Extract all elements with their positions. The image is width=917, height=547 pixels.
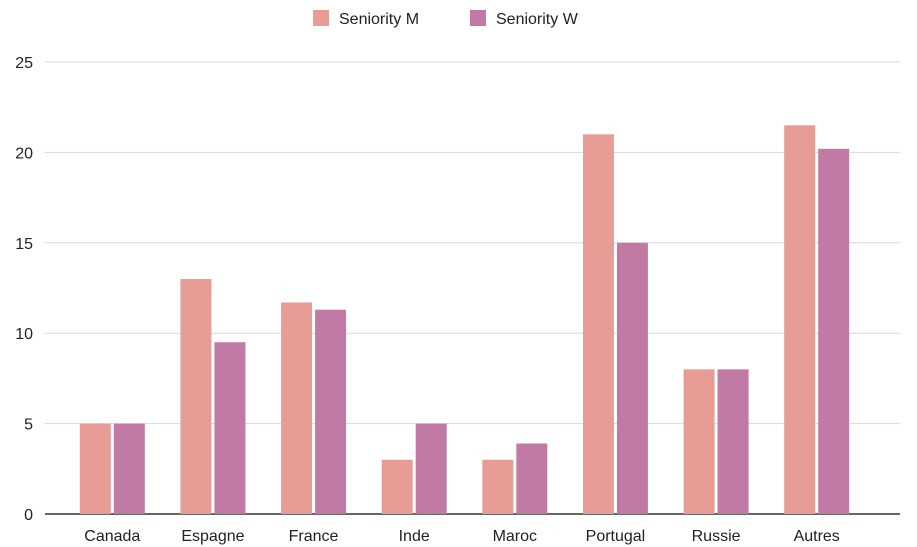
bar-seniority-w-russie — [717, 369, 749, 514]
bar-seniority-m-portugal — [582, 134, 614, 514]
gridlines — [45, 61, 900, 515]
y-tick-label-20: 20 — [15, 145, 33, 162]
bar-seniority-w-canada — [113, 423, 145, 514]
bar-seniority-m-inde — [381, 459, 413, 514]
x-tick-label-inde: Inde — [399, 528, 430, 545]
legend: Seniority M Seniority W — [313, 10, 579, 28]
x-axis: Canada Espagne France Inde Maroc Portugal Russ… — [84, 528, 840, 545]
x-tick-label-canada: Canada — [84, 528, 140, 545]
y-tick-label-15: 15 — [15, 236, 33, 253]
x-tick-label-maroc: Maroc — [493, 528, 537, 545]
x-tick-label-france: France — [289, 528, 339, 545]
bar-seniority-m-espagne — [180, 278, 212, 514]
bar-seniority-m-russie — [683, 369, 715, 514]
bar-seniority-w-france — [315, 309, 347, 514]
x-tick-label-autres: Autres — [794, 528, 840, 545]
y-tick-label-5: 5 — [24, 417, 33, 434]
bars — [79, 125, 850, 515]
x-tick-label-portugal: Portugal — [586, 528, 646, 545]
bar-seniority-w-espagne — [214, 342, 246, 514]
y-tick-label-10: 10 — [15, 326, 33, 343]
bar-seniority-m-france — [281, 302, 313, 514]
bar-seniority-w-inde — [415, 423, 447, 514]
y-tick-label-25: 25 — [15, 55, 33, 72]
bar-seniority-m-autres — [784, 125, 816, 514]
bar-seniority-w-autres — [818, 148, 850, 514]
legend-swatch-seniority-w — [470, 10, 486, 26]
legend-swatch-seniority-m — [313, 10, 329, 26]
x-tick-label-russie: Russie — [692, 528, 741, 545]
legend-label-seniority-m: Seniority M — [339, 11, 419, 28]
bar-seniority-w-maroc — [516, 443, 548, 514]
y-tick-label-0: 0 — [24, 507, 33, 524]
legend-label-seniority-w: Seniority W — [496, 11, 579, 28]
bar-seniority-m-canada — [79, 423, 111, 514]
x-tick-label-espagne: Espagne — [181, 528, 244, 545]
bar-seniority-w-portugal — [616, 242, 648, 515]
bar-seniority-m-maroc — [482, 459, 514, 514]
y-axis: 0 5 10 15 20 25 — [15, 55, 33, 524]
